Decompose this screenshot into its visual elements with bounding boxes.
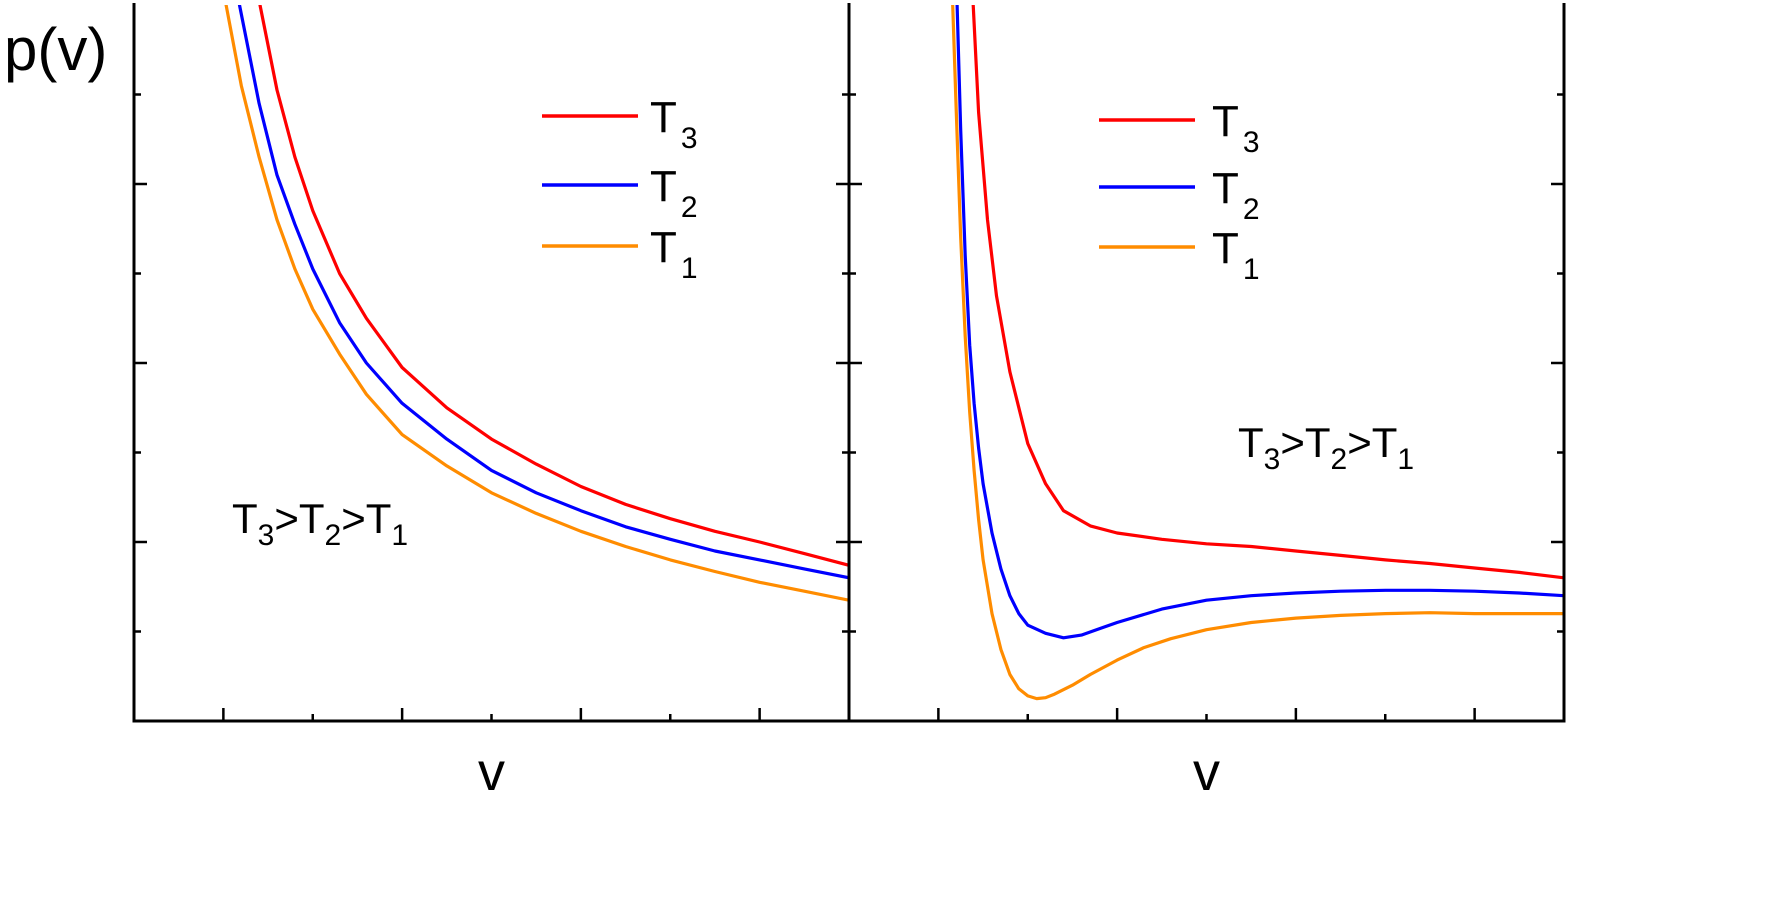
annotation-subscript: 3 bbox=[1264, 443, 1281, 476]
series-line-t2 bbox=[955, 5, 1564, 640]
legend-label-main: T bbox=[650, 162, 677, 211]
series-line-t3 bbox=[258, 5, 849, 567]
annotation-main: >T bbox=[1347, 419, 1397, 466]
curve-group bbox=[224, 5, 849, 602]
legend-label-subscript: 2 bbox=[1243, 193, 1260, 226]
annotation-subscript: 2 bbox=[1331, 443, 1348, 476]
annotation-subscript: 1 bbox=[1397, 443, 1414, 476]
series-line-t1 bbox=[951, 5, 1564, 701]
annotation-main: >T bbox=[1280, 419, 1330, 466]
annotation-text: T3>T2>T1 bbox=[1238, 419, 1414, 476]
curve-group bbox=[951, 5, 1564, 701]
y-axis-label: p(v) bbox=[4, 16, 107, 83]
legend-label-subscript: 2 bbox=[681, 191, 698, 224]
series-line-t1 bbox=[224, 5, 849, 602]
legend-label-main: T bbox=[1212, 97, 1239, 146]
annotation-subscript: 2 bbox=[325, 519, 342, 552]
annotation-subscript: 3 bbox=[258, 519, 275, 552]
legend: T 3T 2T 1 bbox=[1099, 97, 1260, 286]
panel-1: vp(v)T 3T 2T 1T3>T2>T1 bbox=[4, 3, 851, 802]
series-line-t3 bbox=[971, 5, 1564, 580]
legend-label-subscript: 3 bbox=[1243, 126, 1260, 159]
legend-label-main: T bbox=[1212, 164, 1239, 213]
legend-label-subscript: 3 bbox=[681, 122, 698, 155]
legend: T 3T 2T 1 bbox=[542, 93, 698, 285]
legend-label-subscript: 1 bbox=[681, 252, 698, 285]
x-axis-label: v bbox=[1193, 742, 1220, 802]
annotation-main: >T bbox=[274, 495, 324, 542]
legend-label-main: T bbox=[1212, 224, 1239, 273]
annotation-main: T bbox=[232, 495, 258, 542]
annotation-main: >T bbox=[341, 495, 391, 542]
legend-label-main: T bbox=[650, 93, 677, 142]
legend-label-main: T bbox=[650, 223, 677, 272]
x-axis-label: v bbox=[478, 742, 505, 802]
annotation-subscript: 1 bbox=[391, 519, 408, 552]
legend-label-subscript: 1 bbox=[1243, 253, 1260, 286]
annotation-main: T bbox=[1238, 419, 1264, 466]
series-line-t2 bbox=[237, 5, 849, 580]
annotation-text: T3>T2>T1 bbox=[232, 495, 408, 552]
panel-2: vT 3T 2T 1T3>T2>T1 bbox=[836, 3, 1566, 802]
